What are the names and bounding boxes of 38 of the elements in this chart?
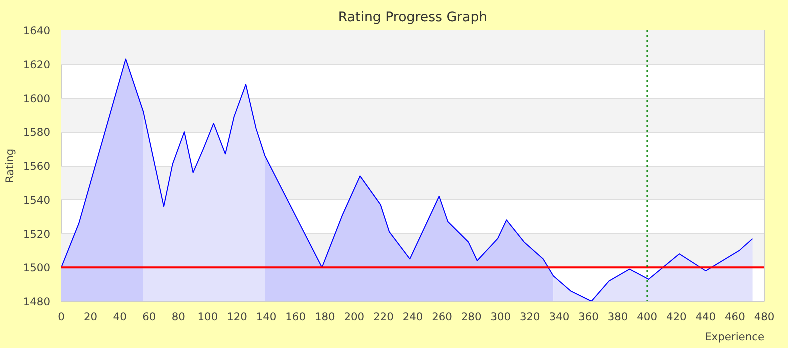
x-tick-label: 460 [725, 310, 746, 324]
x-tick-label: 120 [227, 310, 248, 324]
chart-title: Rating Progress Graph [338, 10, 488, 26]
y-tick-label: 1500 [23, 262, 51, 275]
x-tick-label: 280 [461, 310, 482, 324]
x-tick-label: 440 [696, 310, 716, 324]
y-tick-label: 1540 [23, 194, 51, 207]
x-tick-label: 240 [402, 310, 424, 324]
x-tick-label: 180 [314, 310, 336, 324]
x-tick-label: 140 [256, 310, 277, 324]
x-tick-label: 420 [666, 310, 688, 324]
x-tick-label: 20 [84, 310, 98, 324]
x-tick-label: 80 [172, 310, 186, 324]
y-tick-label: 1640 [23, 24, 51, 38]
y-tick-label: 1580 [23, 126, 51, 140]
x-tick-label: 380 [608, 310, 628, 324]
y-axis-title: Rating [3, 148, 16, 184]
x-tick-label: 160 [286, 310, 306, 324]
x-tick-label: 480 [754, 310, 775, 324]
y-tick-label: 1600 [23, 92, 51, 106]
x-tick-label: 300 [490, 310, 512, 324]
x-tick-label: 200 [344, 310, 365, 324]
y-tick-label: 1480 [23, 296, 51, 308]
x-tick-label: 100 [198, 310, 218, 324]
x-tick-label: 360 [578, 310, 600, 324]
y-tick-label: 1520 [23, 228, 51, 241]
x-tick-label: 320 [520, 310, 541, 324]
line-series [62, 58, 754, 302]
x-tick-label: 60 [142, 310, 156, 324]
x-axis-title: Experience [705, 330, 765, 344]
y-tick-label: 1620 [23, 58, 51, 72]
x-tick-label: 400 [637, 310, 658, 324]
x-tick-label: 260 [432, 310, 453, 324]
x-tick-label: 40 [113, 310, 128, 324]
x-tick-label: 340 [549, 310, 570, 324]
x-tick-label: 0 [58, 310, 66, 324]
x-tick-label: 220 [374, 310, 394, 324]
y-tick-label: 1560 [23, 160, 51, 173]
